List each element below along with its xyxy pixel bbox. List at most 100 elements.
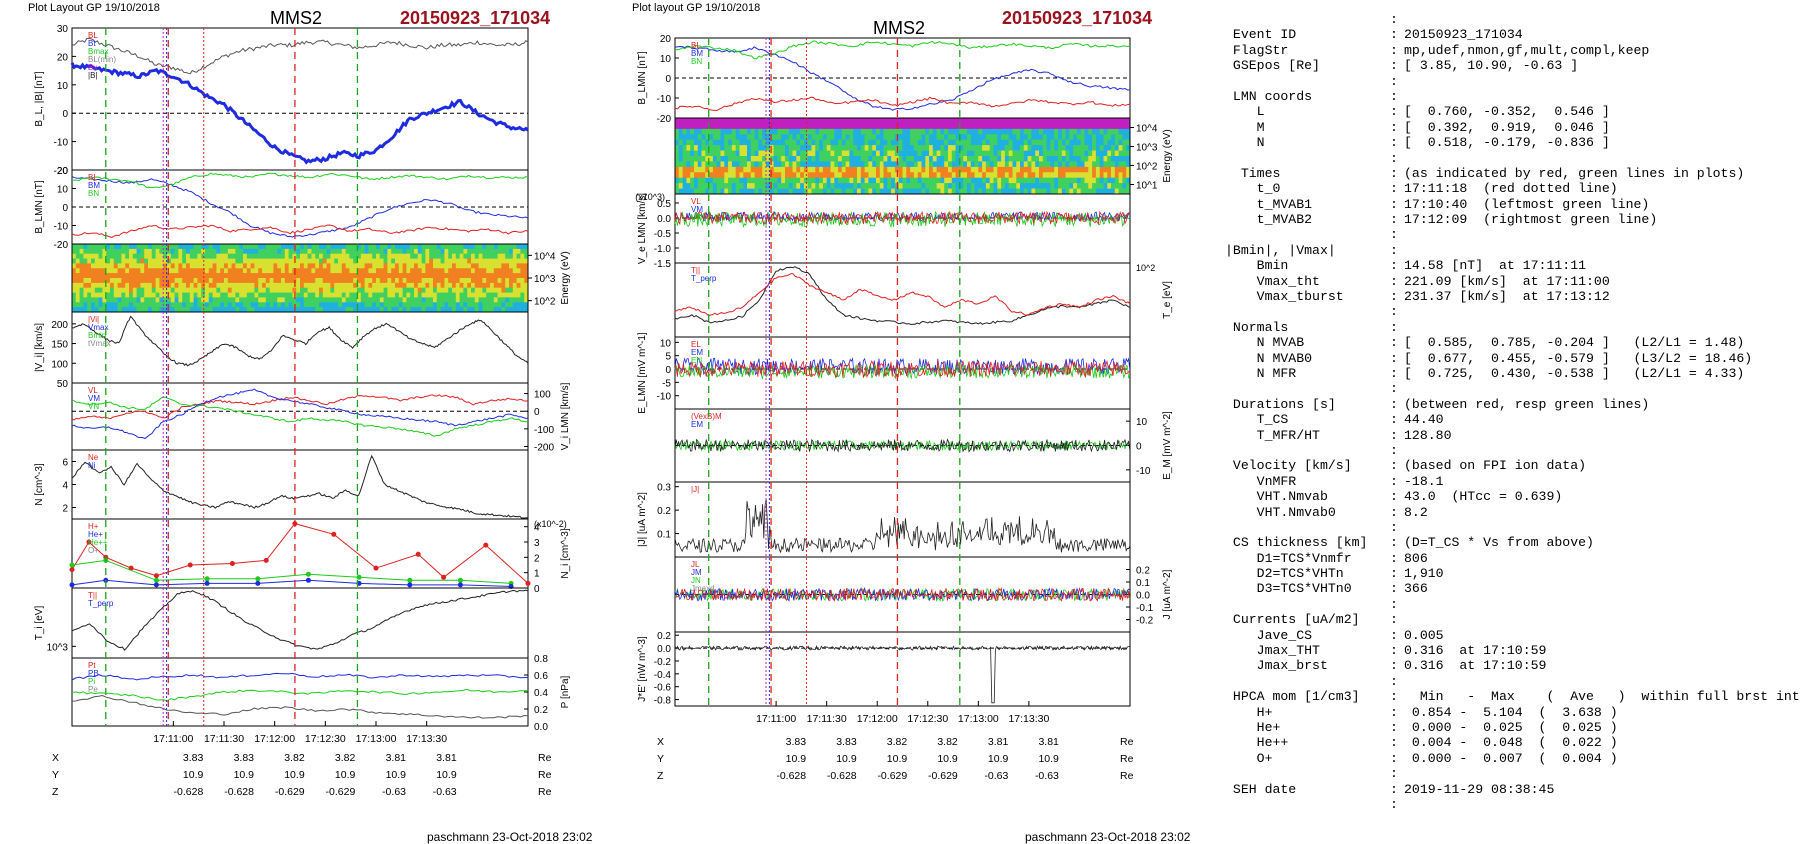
spectrogram-cell (186, 258, 191, 264)
spectrogram-cell (712, 172, 718, 179)
spectrogram-cell (845, 150, 850, 157)
spectrogram-cell (410, 244, 415, 250)
spectrogram-cell (121, 307, 126, 313)
spectrogram-cell (838, 177, 843, 184)
spectrogram-cell (102, 282, 107, 289)
spectrogram-cell (841, 161, 846, 168)
spectrogram-cell (716, 166, 721, 173)
spectrogram-cell (948, 123, 953, 130)
spectrogram-cell (720, 145, 725, 151)
spectrogram-cell (1092, 172, 1097, 179)
spectrogram-cell (338, 297, 343, 303)
spectrogram-cell (129, 282, 134, 289)
spectrogram-cell (341, 258, 346, 264)
spectrogram-cell (906, 166, 911, 173)
spectrogram-cell (429, 258, 434, 264)
spectrogram-cell (368, 244, 373, 250)
spectrogram-cell (675, 161, 680, 168)
spectrogram-cell (246, 297, 251, 303)
spectrogram-cell (189, 248, 194, 255)
spectrogram-cell (803, 118, 809, 124)
spectrogram-cell (951, 161, 956, 168)
orbit-value: 10.9 (183, 769, 204, 781)
spectrogram-cell (372, 258, 377, 264)
spectrogram-cell (113, 302, 118, 308)
spectrogram-cell (686, 161, 691, 168)
spectrogram-cell (471, 297, 476, 303)
spectrogram-cell (448, 287, 453, 293)
spectrogram-cell (151, 302, 156, 308)
spectrogram-cell (697, 166, 702, 173)
spectrogram-cell (239, 263, 244, 269)
spectrogram-cell (383, 302, 388, 308)
spectrogram-cell (429, 307, 434, 313)
spectrogram-cell (227, 282, 232, 289)
legend-entry: |B| (88, 71, 98, 80)
spectrogram-cell (189, 273, 194, 279)
spectrogram-cell (174, 302, 179, 308)
spectrogram-cell (387, 292, 392, 298)
spectrogram-cell (1012, 123, 1017, 130)
legend-entry: VL (691, 197, 701, 206)
spectrogram-cell (322, 263, 327, 269)
spectrogram-cell (887, 150, 892, 157)
info-key: H+ (1225, 704, 1273, 720)
spectrogram-cell (921, 134, 926, 141)
spectrogram-cell (845, 139, 850, 146)
spectrogram-cell (330, 307, 335, 313)
spectrogram-cell (1001, 128, 1006, 135)
spectrogram-cell (1099, 172, 1104, 179)
spectrogram-cell (872, 177, 877, 184)
spectrogram-cell (849, 128, 854, 135)
spectrogram-cell (178, 273, 183, 279)
spectrogram-cell (471, 273, 476, 279)
spectrogram-cell (970, 134, 975, 141)
spectrogram-cell (288, 278, 293, 284)
spectrogram-cell (819, 177, 824, 184)
spectrogram-cell (136, 278, 141, 284)
spectrogram-cell (1054, 156, 1059, 162)
spectrogram-cell (357, 302, 362, 308)
spectrogram-cell (822, 172, 828, 179)
spectrogram-cell (1050, 161, 1055, 168)
info-key: Normals (1225, 319, 1289, 335)
spectrogram-cell (224, 278, 229, 284)
spectrogram-cell (471, 282, 476, 289)
spectrogram-cell (311, 263, 316, 269)
spectrogram-cell (1073, 166, 1078, 173)
spectrogram-cell (959, 145, 964, 151)
orbit-value: 10.9 (234, 769, 255, 781)
spectrogram-cell (440, 253, 445, 259)
spectrogram-cell (811, 183, 816, 189)
spectrogram-cell (357, 307, 362, 313)
spectrogram-cell (1114, 150, 1119, 157)
spectrogram-cell (1020, 134, 1025, 141)
spectrogram-cell (364, 287, 369, 293)
spectrogram-cell (372, 287, 377, 293)
spectrogram-cell (345, 278, 350, 284)
spectrogram-cell (697, 172, 702, 179)
series-line (71, 579, 512, 587)
spectrogram-cell (452, 307, 457, 313)
spectrogram-cell (79, 253, 84, 259)
spectrogram-cell (159, 258, 164, 264)
spectrogram-cell (913, 139, 919, 146)
spectrogram-cell (925, 156, 930, 162)
spectrogram-cell (155, 268, 160, 274)
spectrogram-cell (1050, 128, 1055, 135)
info-sep: : (1390, 796, 1398, 812)
spectrogram-cell (963, 139, 968, 146)
info-value: 221.09 [km/s] at 17:11:00 (1404, 273, 1610, 289)
spectrogram-cell (296, 302, 301, 308)
spectrogram-cell (796, 134, 801, 141)
spectrogram-cell (509, 253, 514, 259)
spectrogram-cell (425, 248, 430, 255)
spectrogram-cell (121, 292, 126, 298)
spectrogram-cell (758, 145, 763, 151)
spectrogram-cell (486, 292, 491, 298)
spectrogram-cell (978, 123, 983, 130)
data-point (407, 577, 413, 583)
spectrogram-cell (516, 278, 521, 284)
spectrogram-cell (144, 244, 149, 250)
spectrogram-cell (383, 292, 388, 298)
